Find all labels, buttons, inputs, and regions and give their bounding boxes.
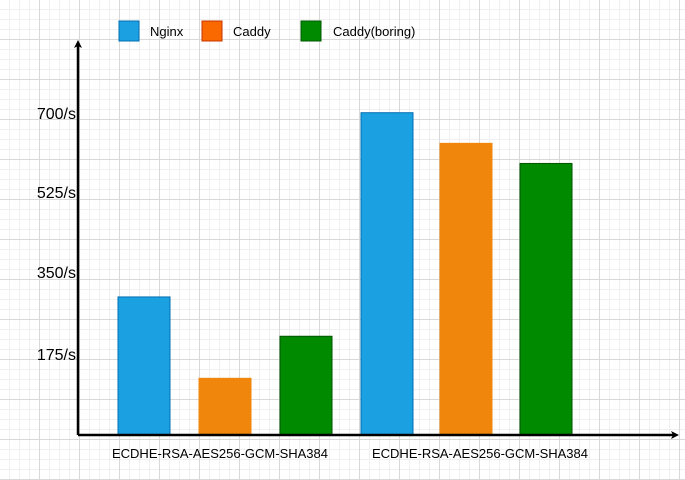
bar-caddy-1	[198, 377, 252, 436]
bar-caddy-2	[439, 142, 493, 436]
x-category-label: ECDHE-RSA-AES256-GCM-SHA384	[372, 446, 588, 461]
bar-caddy-boring-1	[279, 335, 333, 436]
bars-group	[117, 112, 573, 436]
bar-nginx-2	[360, 112, 414, 436]
legend-item-caddy-boring: Caddy(boring)	[300, 20, 415, 42]
y-tick-label: 175/s	[37, 347, 76, 364]
bar-caddy-boring-2	[519, 162, 573, 436]
y-tick-label: 525/s	[37, 185, 76, 202]
y-tick-labels: 175/s 350/s 525/s 700/s	[37, 106, 76, 364]
bar-nginx-1	[117, 296, 171, 436]
legend: Nginx Caddy Caddy(boring)	[118, 20, 415, 42]
legend-swatch-nginx	[118, 20, 140, 42]
y-tick-label: 350/s	[37, 265, 76, 282]
legend-item-nginx: Nginx	[118, 20, 184, 42]
legend-item-caddy: Caddy	[201, 20, 271, 42]
legend-label-caddy: Caddy	[233, 24, 271, 39]
legend-swatch-caddy-boring	[300, 20, 322, 42]
x-category-label: ECDHE-RSA-AES256-GCM-SHA384	[112, 446, 328, 461]
y-tick-label: 700/s	[37, 106, 76, 123]
legend-label-caddy-boring: Caddy(boring)	[333, 24, 415, 39]
legend-swatch-caddy	[201, 20, 223, 42]
x-category-labels: ECDHE-RSA-AES256-GCM-SHA384 ECDHE-RSA-AE…	[112, 446, 588, 461]
legend-label-nginx: Nginx	[150, 24, 184, 39]
